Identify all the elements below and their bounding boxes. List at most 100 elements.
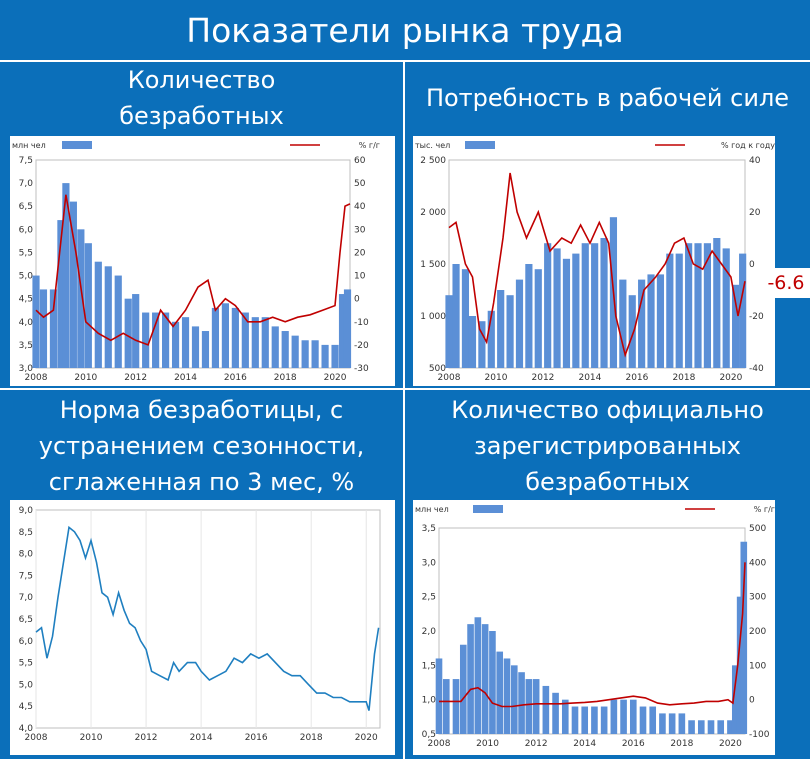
bar [114,275,122,368]
bar [467,624,474,734]
left-unit-label: тыс. чел [415,141,450,150]
x-tick-label: 2018 [300,733,323,743]
y-left-tick-label: 2,0 [422,627,437,637]
bar [739,253,747,368]
bar [722,248,730,368]
bar [181,317,190,368]
bar [518,672,525,734]
bar [544,243,552,368]
y-right-tick-label: -10 [354,318,369,328]
bar [49,289,58,368]
bar [62,183,70,368]
y-right-tick-label: 60 [354,156,366,166]
y-left-tick-label: 7,5 [19,571,33,581]
divider-top [0,60,810,62]
panel-3-title-line-1: Норма безработицы, с [59,396,344,424]
x-tick-label: 2020 [324,373,347,383]
bar [459,644,467,734]
x-tick-label: 2008 [428,739,451,749]
x-tick-label: 2018 [672,373,695,383]
x-tick-label: 2008 [438,373,461,383]
right-unit-label: % г/г [754,505,775,514]
bar [678,713,686,734]
bar [619,279,627,368]
bar [647,274,655,368]
y-right-tick-label: 40 [749,156,761,166]
bar [562,258,571,368]
bar [84,243,92,368]
bar [57,220,65,368]
bar [104,266,112,368]
y-right-tick-label: 300 [749,593,766,603]
bar [271,326,279,368]
x-tick-label: 2010 [74,373,97,383]
bar [487,310,495,368]
x-tick-label: 2012 [532,373,555,383]
y-right-tick-label: -40 [749,364,764,374]
legend-bar-swatch [473,505,503,513]
y-right-tick-label: -20 [749,312,764,322]
panel-4-title-line-1: Количество официально [451,396,764,424]
y-left-tick-label: 3,0 [19,364,34,374]
x-tick-label: 2014 [573,739,596,749]
y-left-tick-label: 4,0 [19,318,34,328]
x-tick-label: 2014 [190,733,213,743]
bar [525,679,533,734]
y-right-tick-label: 10 [354,272,366,282]
x-tick-label: 2012 [525,739,548,749]
bar [489,631,496,734]
bar [191,326,200,368]
bar [124,298,132,368]
y-right-tick-label: 30 [354,225,366,235]
y-right-tick-label: 20 [354,248,366,258]
panel-1-title: Количество безработных [0,62,403,134]
bar [77,229,85,368]
chart-labor-demand: 500 1 000 1 500 2 000 2 500 -40 -20 0 20 40 2008 20… [413,136,775,386]
bar [321,344,329,368]
x-tick-label: 2010 [485,373,508,383]
y-left-tick-label: 7,0 [19,593,34,603]
y-left-tick-label: 5,5 [19,248,33,258]
bar [740,541,748,734]
legend-bar-swatch [465,141,495,149]
bar [241,312,249,368]
x-tick-label: 2012 [135,733,158,743]
bar [694,243,702,368]
panel-4-title-line-2: зарегистрированных [474,432,741,460]
bar [221,303,229,368]
y-left-tick-label: 5,0 [19,272,34,282]
panel-1-title-line-1: Количество [127,66,276,94]
bar [703,243,712,368]
y-right-tick-label: 0 [354,295,360,305]
panel-4-title-line-3: безработных [525,468,690,496]
bar [445,295,453,368]
x-tick-label: 2020 [719,739,742,749]
bar [435,658,443,734]
bar [581,243,589,368]
bar [161,312,170,368]
bar [666,253,674,368]
y-left-tick-label: 6,5 [19,615,33,625]
panel-3-title: Норма безработицы, с устранением сезонно… [0,392,403,500]
bar [649,706,657,734]
x-tick-label: 2010 [476,739,499,749]
bar [717,720,725,734]
panel-2-title-line-1: Потребность в рабочей силе [425,84,790,112]
bar [713,238,721,368]
legend-bar-swatch [62,141,92,149]
divider-vertical [403,60,405,759]
x-tick-label: 2018 [670,739,693,749]
y-right-tick-label: 200 [749,627,766,637]
chart-unemployment-rate: 4,0 4,5 5,0 5,5 6,0 6,5 7,0 7,5 8,0 8,5 9,0 2008 201… [10,500,395,755]
bar [610,699,618,734]
bar [261,317,269,368]
bar [291,335,299,368]
bar [534,269,542,368]
y-left-tick-label: 2,5 [422,593,436,603]
bar [343,289,352,368]
panel-2-title: Потребность в рабочей силе [405,62,810,134]
y-right-tick-label: -20 [354,341,369,351]
bar [474,617,482,734]
bar [525,264,533,368]
bar [496,651,504,734]
